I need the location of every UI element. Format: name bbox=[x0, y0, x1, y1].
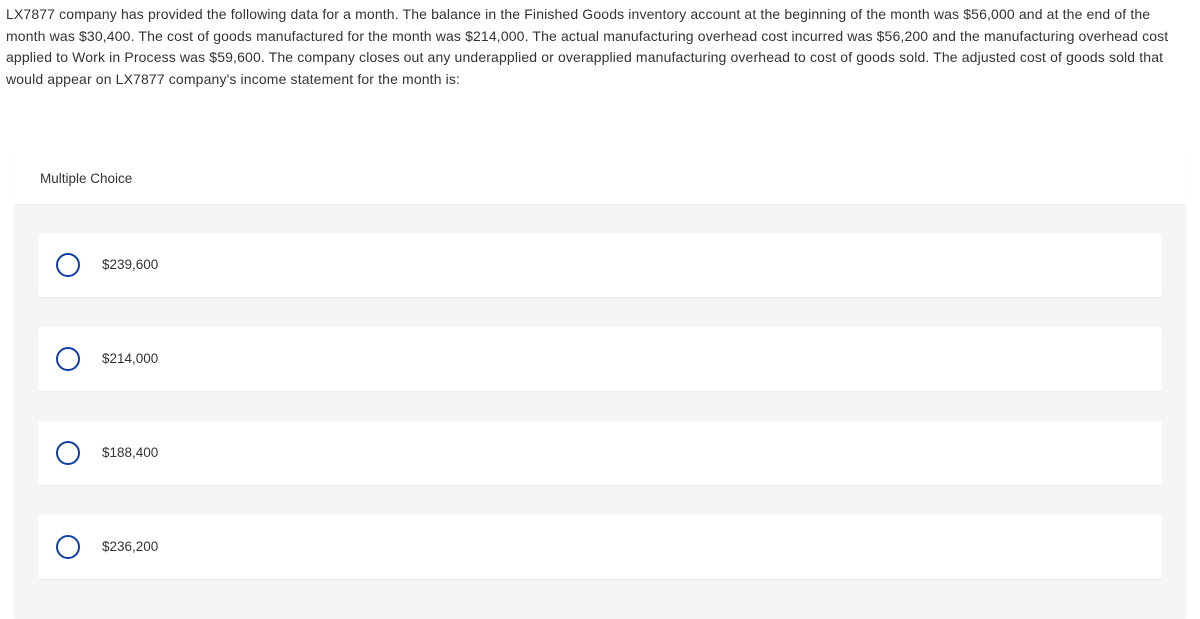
radio-icon[interactable] bbox=[56, 253, 80, 277]
option-row[interactable]: $188,400 bbox=[38, 421, 1162, 485]
option-label: $214,000 bbox=[102, 351, 158, 366]
option-label: $239,600 bbox=[102, 257, 158, 272]
option-label: $236,200 bbox=[102, 539, 158, 554]
radio-icon[interactable] bbox=[56, 535, 80, 559]
options-list: $239,600 $214,000 $188,400 $236,200 bbox=[14, 205, 1186, 579]
option-row[interactable]: $214,000 bbox=[38, 327, 1162, 391]
question-text: LX7877 company has provided the followin… bbox=[0, 0, 1200, 91]
option-row[interactable]: $239,600 bbox=[38, 233, 1162, 297]
panel-title: Multiple Choice bbox=[14, 151, 1186, 205]
option-label: $188,400 bbox=[102, 445, 158, 460]
option-row[interactable]: $236,200 bbox=[38, 515, 1162, 579]
radio-icon[interactable] bbox=[56, 441, 80, 465]
radio-icon[interactable] bbox=[56, 347, 80, 371]
multiple-choice-panel: Multiple Choice $239,600 $214,000 $188,4… bbox=[14, 151, 1186, 619]
